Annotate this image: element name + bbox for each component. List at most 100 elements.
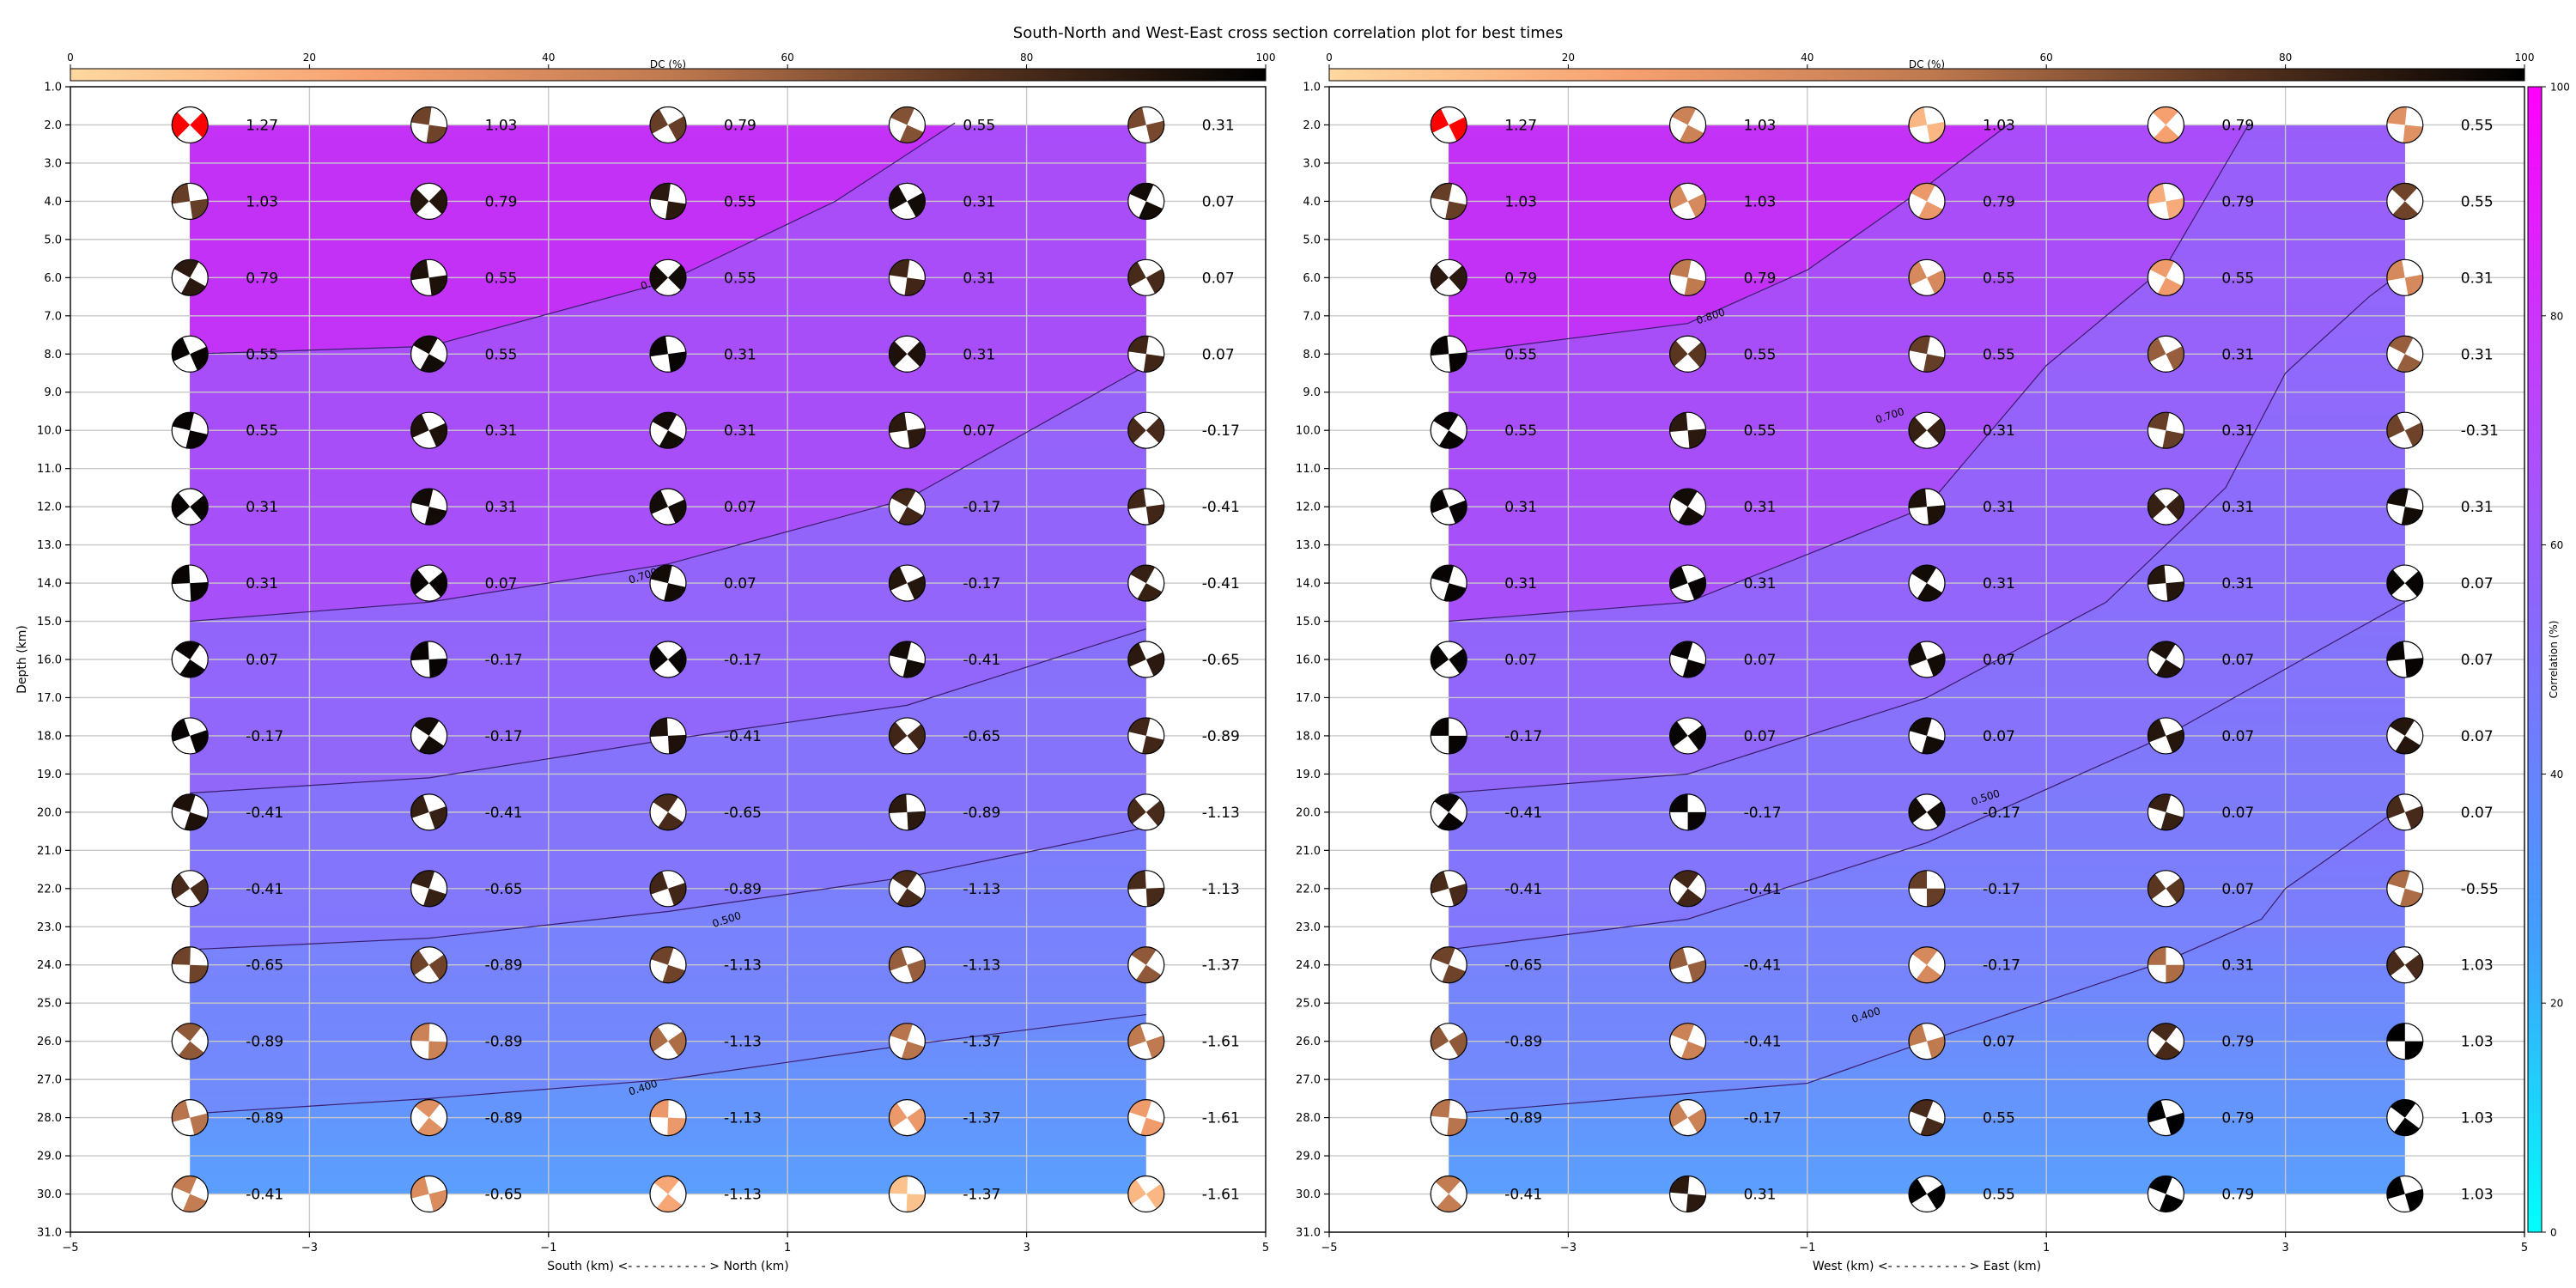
- time-shift-label: 0.55: [1744, 422, 1777, 440]
- beachball-outline: [1430, 411, 1467, 449]
- beachball-quadrant: [1687, 725, 1706, 750]
- time-shift-label: 1.03: [2461, 1187, 2494, 1204]
- beachball-marker: [888, 641, 927, 678]
- beachball-outline: [1668, 641, 1707, 678]
- beachball-outline: [888, 717, 927, 755]
- beachball-quadrant: [1909, 489, 1927, 508]
- beachball-quadrant: [1145, 652, 1164, 677]
- x-tick-label: −5: [62, 1242, 78, 1255]
- beachball-outline: [1908, 1175, 1946, 1213]
- y-tick-label: 23.0: [37, 921, 62, 934]
- beachball-quadrant: [410, 1176, 429, 1199]
- beachball-quadrant: [175, 1023, 202, 1042]
- dc-tick-label: 60: [781, 52, 794, 64]
- beachball-quadrant: [1139, 201, 1163, 220]
- beachball-quadrant: [1686, 1194, 1706, 1212]
- beachball-quadrant: [1909, 416, 1927, 443]
- beachball-outline: [1430, 870, 1467, 908]
- contour-line: [1449, 601, 2406, 951]
- time-shift-label: 1.03: [1983, 117, 2015, 134]
- beachball-outline: [171, 564, 209, 602]
- x-tick-label: −3: [301, 1242, 318, 1255]
- time-shift-label: 0.07: [1983, 728, 2015, 745]
- beachball-quadrant: [1911, 565, 1937, 584]
- beachball-quadrant: [410, 568, 429, 595]
- beachball-marker: [171, 717, 209, 755]
- beachball-quadrant: [1678, 507, 1704, 526]
- beachball-outline: [649, 717, 687, 755]
- beachball-quadrant: [1431, 946, 1455, 965]
- beachball-marker: [649, 1175, 687, 1213]
- beachball-outline: [1908, 564, 1946, 602]
- beachball-marker: [2386, 641, 2424, 678]
- beachball-marker: [2147, 411, 2184, 449]
- y-tick-label: 8.0: [1303, 349, 1321, 361]
- beachball-quadrant: [1127, 417, 1146, 444]
- beachball-quadrant: [1431, 336, 1449, 356]
- beachball-outline: [1430, 488, 1467, 526]
- beachball-marker: [410, 870, 448, 908]
- beachball-quadrant: [410, 1023, 430, 1042]
- beachball-outline: [410, 1023, 448, 1060]
- beachball-quadrant: [907, 1107, 926, 1133]
- time-shift-label: 0.31: [963, 193, 995, 210]
- time-shift-label: 0.31: [963, 270, 995, 287]
- beachball-quadrant: [1673, 870, 1699, 889]
- beachball-quadrant: [649, 1026, 668, 1052]
- beachball-marker: [171, 1098, 209, 1137]
- beachball-quadrant: [428, 658, 447, 677]
- time-shift-label: 0.55: [1744, 346, 1777, 363]
- beachball-marker: [649, 488, 687, 526]
- beachball-quadrant: [1433, 412, 1459, 431]
- time-shift-label: -0.89: [1504, 1034, 1542, 1051]
- time-shift-label: 0.07: [2221, 728, 2254, 745]
- beachball-quadrant: [1131, 946, 1157, 965]
- beachball-marker: [1908, 1023, 1946, 1060]
- time-shift-label: 0.79: [724, 117, 756, 134]
- time-shift-label: -0.41: [1744, 1034, 1782, 1051]
- y-tick-label: 26.0: [1296, 1036, 1321, 1048]
- dc-tick-label: 100: [2515, 52, 2535, 64]
- beachball-quadrant: [2386, 569, 2405, 596]
- beachball-quadrant: [178, 1041, 204, 1060]
- beachball-marker: [2386, 1098, 2424, 1137]
- beachball-quadrant: [179, 659, 205, 677]
- beachball-quadrant: [1449, 1031, 1467, 1057]
- beachball-quadrant: [414, 717, 440, 736]
- beachball-marker: [1668, 717, 1707, 755]
- y-tick-label: 2.0: [44, 119, 62, 132]
- y-tick-label: 2.0: [1303, 119, 1321, 132]
- y-tick-label: 29.0: [1296, 1151, 1321, 1163]
- panel-1: 0.8000.7000.5000.4001.271.030.790.550.31…: [37, 52, 1275, 1273]
- beachball-outline: [1668, 946, 1707, 984]
- time-shift-label: -0.89: [1202, 728, 1240, 745]
- beachball-quadrant: [2157, 277, 2183, 296]
- beachball-marker: [1430, 488, 1467, 526]
- beachball-quadrant: [1927, 270, 1946, 295]
- time-shift-label: 0.31: [2221, 499, 2254, 516]
- beachball-marker: [410, 1023, 448, 1060]
- time-shift-label: 0.07: [2221, 881, 2254, 898]
- beachball-quadrant: [2387, 489, 2409, 507]
- time-shift-label: 0.79: [1983, 193, 2015, 210]
- beachball-outline: [171, 1023, 209, 1060]
- time-shift-label: -0.65: [1504, 957, 1542, 975]
- y-tick-label: 15.0: [37, 616, 62, 629]
- beachball-outline: [1127, 946, 1165, 984]
- beachball-outline: [410, 793, 448, 831]
- beachball-outline: [1127, 1175, 1165, 1213]
- beachball-marker: [171, 258, 209, 296]
- x-tick-label: −1: [540, 1242, 556, 1255]
- y-tick-label: 18.0: [37, 730, 62, 743]
- beachball-marker: [1430, 258, 1467, 296]
- time-shift-label: 0.55: [724, 193, 756, 210]
- beachball-quadrant: [2166, 197, 2184, 220]
- beachball-quadrant: [172, 112, 191, 138]
- beachball-marker: [649, 106, 687, 144]
- beachball-outline: [410, 182, 448, 220]
- time-shift-label: 0.31: [1744, 499, 1777, 516]
- beachball-quadrant: [428, 954, 447, 980]
- beachball-marker: [1127, 106, 1165, 144]
- time-shift-label: -0.17: [246, 728, 283, 745]
- beachball-marker: [1430, 1098, 1467, 1137]
